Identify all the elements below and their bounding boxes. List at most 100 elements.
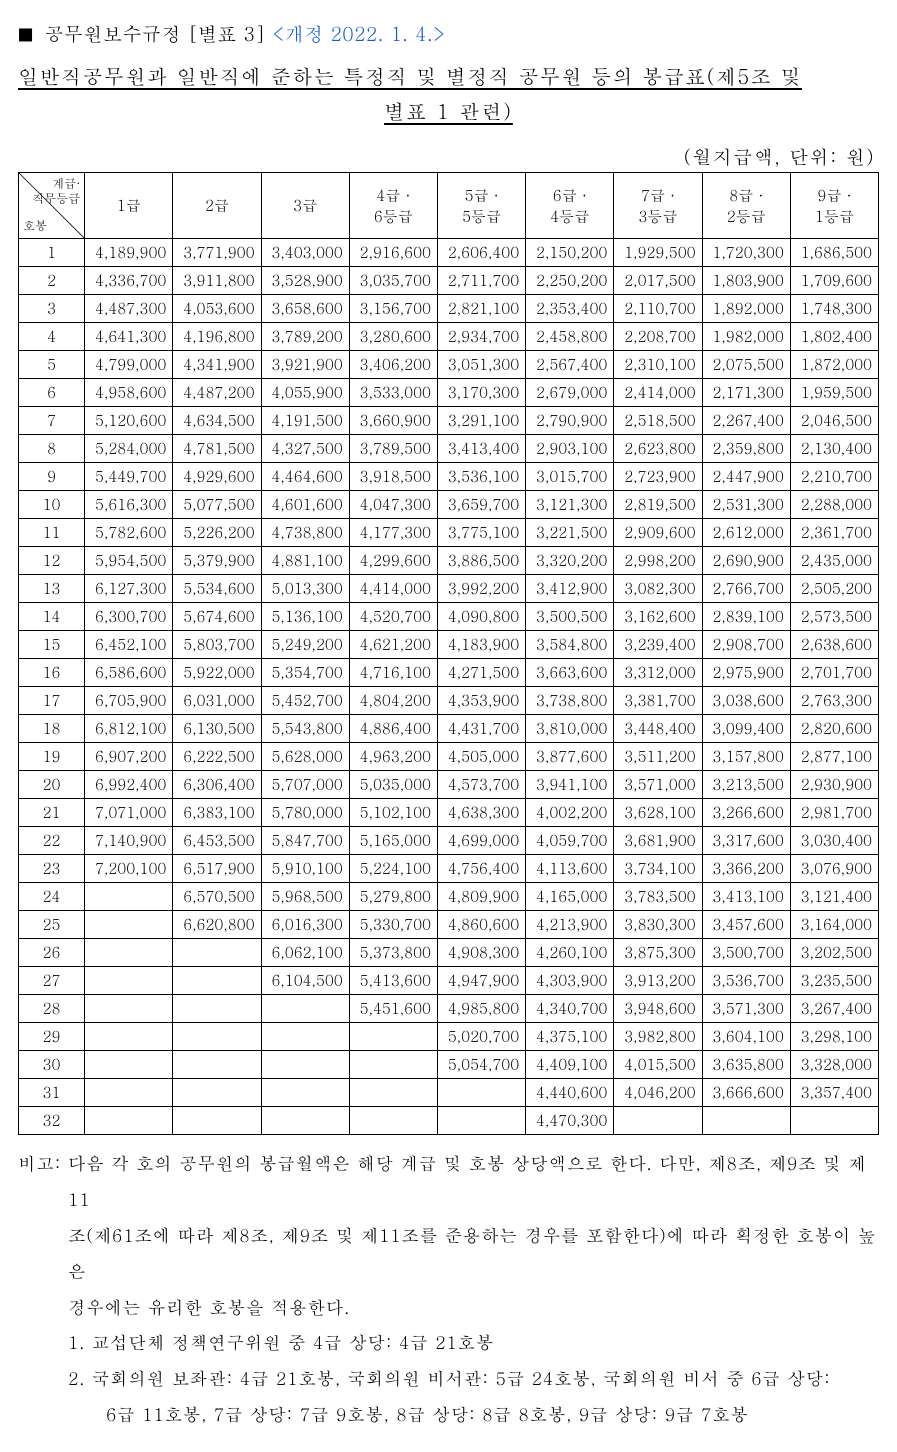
salary-cell: 3,412,900 (526, 575, 614, 603)
salary-cell: 2,359,800 (702, 435, 790, 463)
salary-cell (349, 1107, 437, 1135)
salary-cell: 4,963,200 (349, 743, 437, 771)
salary-cell (85, 883, 173, 911)
salary-cell: 5,120,600 (85, 407, 173, 435)
salary-cell: 5,379,900 (173, 547, 261, 575)
table-row: 227,140,9006,453,5005,847,7005,165,0004,… (19, 827, 879, 855)
salary-cell: 2,288,000 (790, 491, 878, 519)
salary-cell: 3,015,700 (526, 463, 614, 491)
salary-cell: 3,030,400 (790, 827, 878, 855)
main-title-line2: 별표 1 관련) (18, 96, 879, 125)
table-row: 305,054,7004,409,1004,015,5003,635,8003,… (19, 1051, 879, 1079)
salary-cell: 2,998,200 (614, 547, 702, 575)
salary-cell: 1,872,000 (790, 351, 878, 379)
salary-cell: 3,681,900 (614, 827, 702, 855)
table-row: 186,812,1006,130,5005,543,8004,886,4004,… (19, 715, 879, 743)
salary-cell: 4,947,900 (437, 967, 525, 995)
salary-cell: 4,353,900 (437, 687, 525, 715)
salary-cell: 4,059,700 (526, 827, 614, 855)
salary-cell: 1,929,500 (614, 239, 702, 267)
col-header: 2급 (173, 173, 261, 239)
salary-cell: 3,413,100 (702, 883, 790, 911)
salary-cell: 2,414,000 (614, 379, 702, 407)
salary-cell: 4,716,100 (349, 659, 437, 687)
salary-cell: 2,458,800 (526, 323, 614, 351)
row-number: 29 (19, 1023, 85, 1051)
salary-cell: 4,634,500 (173, 407, 261, 435)
law-title: 공무원보수규정 [별표 3] (44, 20, 265, 47)
salary-cell: 3,536,700 (702, 967, 790, 995)
salary-cell: 3,239,400 (614, 631, 702, 659)
salary-cell: 4,340,700 (526, 995, 614, 1023)
salary-cell: 4,047,300 (349, 491, 437, 519)
salary-cell: 3,235,500 (790, 967, 878, 995)
row-number: 12 (19, 547, 85, 575)
row-number: 23 (19, 855, 85, 883)
table-row: 75,120,6004,634,5004,191,5003,660,9003,2… (19, 407, 879, 435)
salary-cell: 5,451,600 (349, 995, 437, 1023)
salary-cell: 4,165,000 (526, 883, 614, 911)
salary-cell: 3,156,700 (349, 295, 437, 323)
salary-cell: 2,573,500 (790, 603, 878, 631)
salary-cell: 2,623,800 (614, 435, 702, 463)
row-number: 22 (19, 827, 85, 855)
salary-cell: 1,720,300 (702, 239, 790, 267)
salary-cell: 2,903,100 (526, 435, 614, 463)
salary-cell: 2,353,400 (526, 295, 614, 323)
salary-cell: 3,157,800 (702, 743, 790, 771)
salary-cell: 5,102,100 (349, 799, 437, 827)
salary-cell: 3,911,800 (173, 267, 261, 295)
salary-cell: 2,046,500 (790, 407, 878, 435)
row-number: 24 (19, 883, 85, 911)
salary-cell (85, 911, 173, 939)
salary-cell: 5,284,000 (85, 435, 173, 463)
table-row: 146,300,7005,674,6005,136,1004,520,7004,… (19, 603, 879, 631)
table-row: 314,440,6004,046,2003,666,6003,357,400 (19, 1079, 879, 1107)
salary-cell: 2,821,100 (437, 295, 525, 323)
salary-cell: 4,886,400 (349, 715, 437, 743)
salary-cell: 4,470,300 (526, 1107, 614, 1135)
salary-cell: 4,414,000 (349, 575, 437, 603)
salary-cell: 6,517,900 (173, 855, 261, 883)
col-header: 3급 (261, 173, 349, 239)
salary-cell: 4,046,200 (614, 1079, 702, 1107)
col-header: 7급 ·3등급 (614, 173, 702, 239)
document-header: ■ 공무원보수규정 [별표 3] <개정 2022. 1. 4.> (18, 20, 879, 47)
salary-cell (85, 1107, 173, 1135)
salary-cell: 6,300,700 (85, 603, 173, 631)
salary-cell: 3,886,500 (437, 547, 525, 575)
salary-cell: 5,782,600 (85, 519, 173, 547)
salary-cell: 7,200,100 (85, 855, 173, 883)
salary-cell: 2,606,400 (437, 239, 525, 267)
salary-cell: 6,586,600 (85, 659, 173, 687)
salary-cell: 5,674,600 (173, 603, 261, 631)
salary-cell: 6,992,400 (85, 771, 173, 799)
salary-cell: 3,051,300 (437, 351, 525, 379)
table-row: 266,062,1005,373,8004,908,3004,260,1003,… (19, 939, 879, 967)
salary-cell: 3,830,300 (614, 911, 702, 939)
salary-cell (261, 1051, 349, 1079)
salary-cell: 3,775,100 (437, 519, 525, 547)
salary-cell: 5,224,100 (349, 855, 437, 883)
salary-cell (349, 1051, 437, 1079)
salary-cell: 1,686,500 (790, 239, 878, 267)
salary-cell: 5,136,100 (261, 603, 349, 631)
table-body: 14,189,9003,771,9003,403,0002,916,6002,6… (19, 239, 879, 1135)
salary-cell: 5,534,600 (173, 575, 261, 603)
salary-cell: 3,328,000 (790, 1051, 878, 1079)
salary-cell: 3,082,300 (614, 575, 702, 603)
main-title-line1: 일반직공무원과 일반직에 준하는 특정직 및 별정직 공무원 등의 봉급표(제5… (18, 61, 879, 90)
salary-cell: 3,941,100 (526, 771, 614, 799)
table-row: 166,586,6005,922,0005,354,7004,716,1004,… (19, 659, 879, 687)
salary-cell: 3,948,600 (614, 995, 702, 1023)
note-item-2: 2. 국회의원 보좌관: 4급 21호봉, 국회의원 비서관: 5급 24호봉,… (18, 1360, 879, 1396)
salary-cell: 2,766,700 (702, 575, 790, 603)
salary-cell: 6,570,500 (173, 883, 261, 911)
salary-cell: 2,877,100 (790, 743, 878, 771)
salary-cell: 3,221,500 (526, 519, 614, 547)
salary-cell: 4,260,100 (526, 939, 614, 967)
salary-cell: 4,573,700 (437, 771, 525, 799)
col-header: 6급 ·4등급 (526, 173, 614, 239)
salary-cell: 4,191,500 (261, 407, 349, 435)
salary-cell (173, 939, 261, 967)
